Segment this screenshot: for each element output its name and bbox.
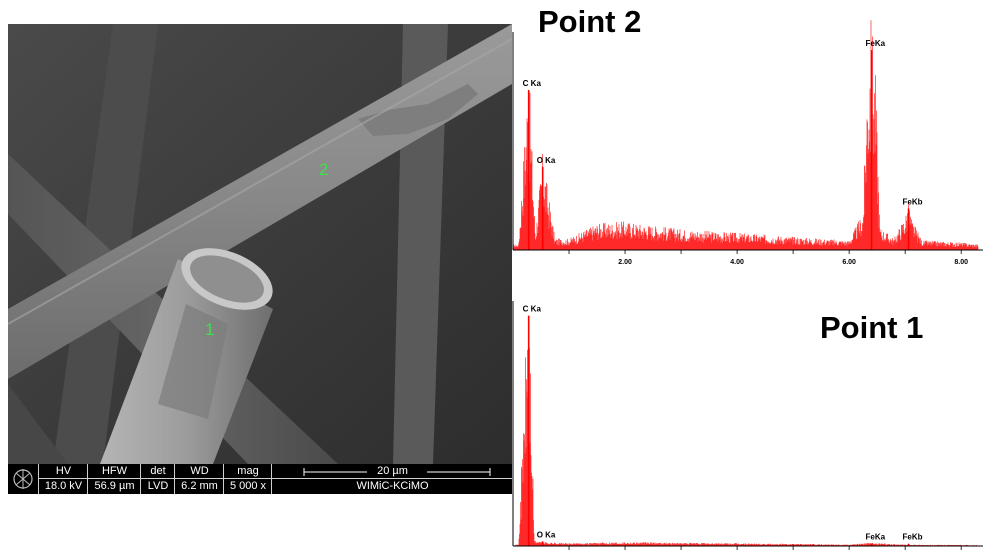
databar-value: 56.9 µm: [94, 480, 135, 492]
sem-data-bar: HV 18.0 kV HFW 56.9 µm det LVD WD 6.2 mm…: [8, 464, 512, 494]
spectrum-title-point-2: Point 2: [538, 4, 642, 39]
databar-value: LVD: [147, 480, 169, 492]
databar-header: HFW: [101, 465, 128, 477]
databar-value: 18.0 kV: [44, 480, 83, 492]
spectrum-series: [512, 20, 979, 250]
microscope-logo-icon: [8, 464, 38, 494]
databar-cell-scale: 20 µm WIMiC-KCiMO: [271, 464, 512, 494]
spectrum-title-point-1: Point 1: [820, 310, 924, 345]
x-tick-label: 4.00: [730, 259, 744, 266]
background-fiber: [53, 24, 158, 464]
fiber-surface-damage: [158, 304, 228, 419]
databar-cell-hv: HV 18.0 kV: [38, 464, 88, 494]
databar-header: HV: [55, 465, 72, 477]
databar-cell-det: det LVD: [140, 464, 175, 494]
fiber-cut-face: [190, 255, 264, 303]
sem-micrograph: 2 1 HV 18.0 kV HFW 56.9 µm det LVD WD 6.…: [8, 24, 512, 494]
fiber-highlight: [8, 38, 512, 325]
spectrum-point-2: C Ka O Ka FeKa FeKb 2.00 4.00 6.00 8.00: [512, 20, 983, 266]
peak-label: C Ka: [523, 305, 542, 314]
databar-value: 5 000 x: [229, 480, 267, 492]
sem-image: [8, 24, 512, 464]
fiber-surface-damage: [358, 84, 478, 136]
scalebar-label: 20 µm: [377, 465, 408, 477]
spectrum-point-1: C Ka O Ka FeKa FeKb: [512, 301, 983, 550]
x-tick-label: 6.00: [842, 259, 856, 266]
peak-label: FeKa: [866, 39, 886, 48]
peak-label: FeKb: [903, 197, 923, 206]
peak-label: C Ka: [523, 79, 542, 88]
databar-header: mag: [237, 465, 259, 477]
peak-label: O Ka: [537, 156, 556, 165]
point-1-marker: 1: [205, 320, 215, 339]
databar-value: 6.2 mm: [181, 480, 218, 492]
peak-label: FeKa: [866, 533, 886, 542]
databar-header: WD: [190, 465, 209, 477]
databar-cell-wd: WD 6.2 mm: [174, 464, 224, 494]
databar-header: det: [150, 465, 166, 477]
peak-label: FeKb: [903, 533, 923, 542]
point-2-marker: 2: [319, 160, 329, 179]
peak-label: O Ka: [537, 530, 556, 539]
background-fiber: [8, 384, 68, 464]
databar-cell-hfw: HFW 56.9 µm: [87, 464, 141, 494]
spectrum-series: [512, 348, 979, 546]
x-tick-label: 8.00: [954, 259, 968, 266]
databar-cell-mag: mag 5 000 x: [223, 464, 272, 494]
x-tick-label: 2.00: [618, 259, 632, 266]
scalebar: 20 µm: [272, 465, 512, 478]
databar-institution: WIMiC-KCiMO: [356, 480, 429, 492]
